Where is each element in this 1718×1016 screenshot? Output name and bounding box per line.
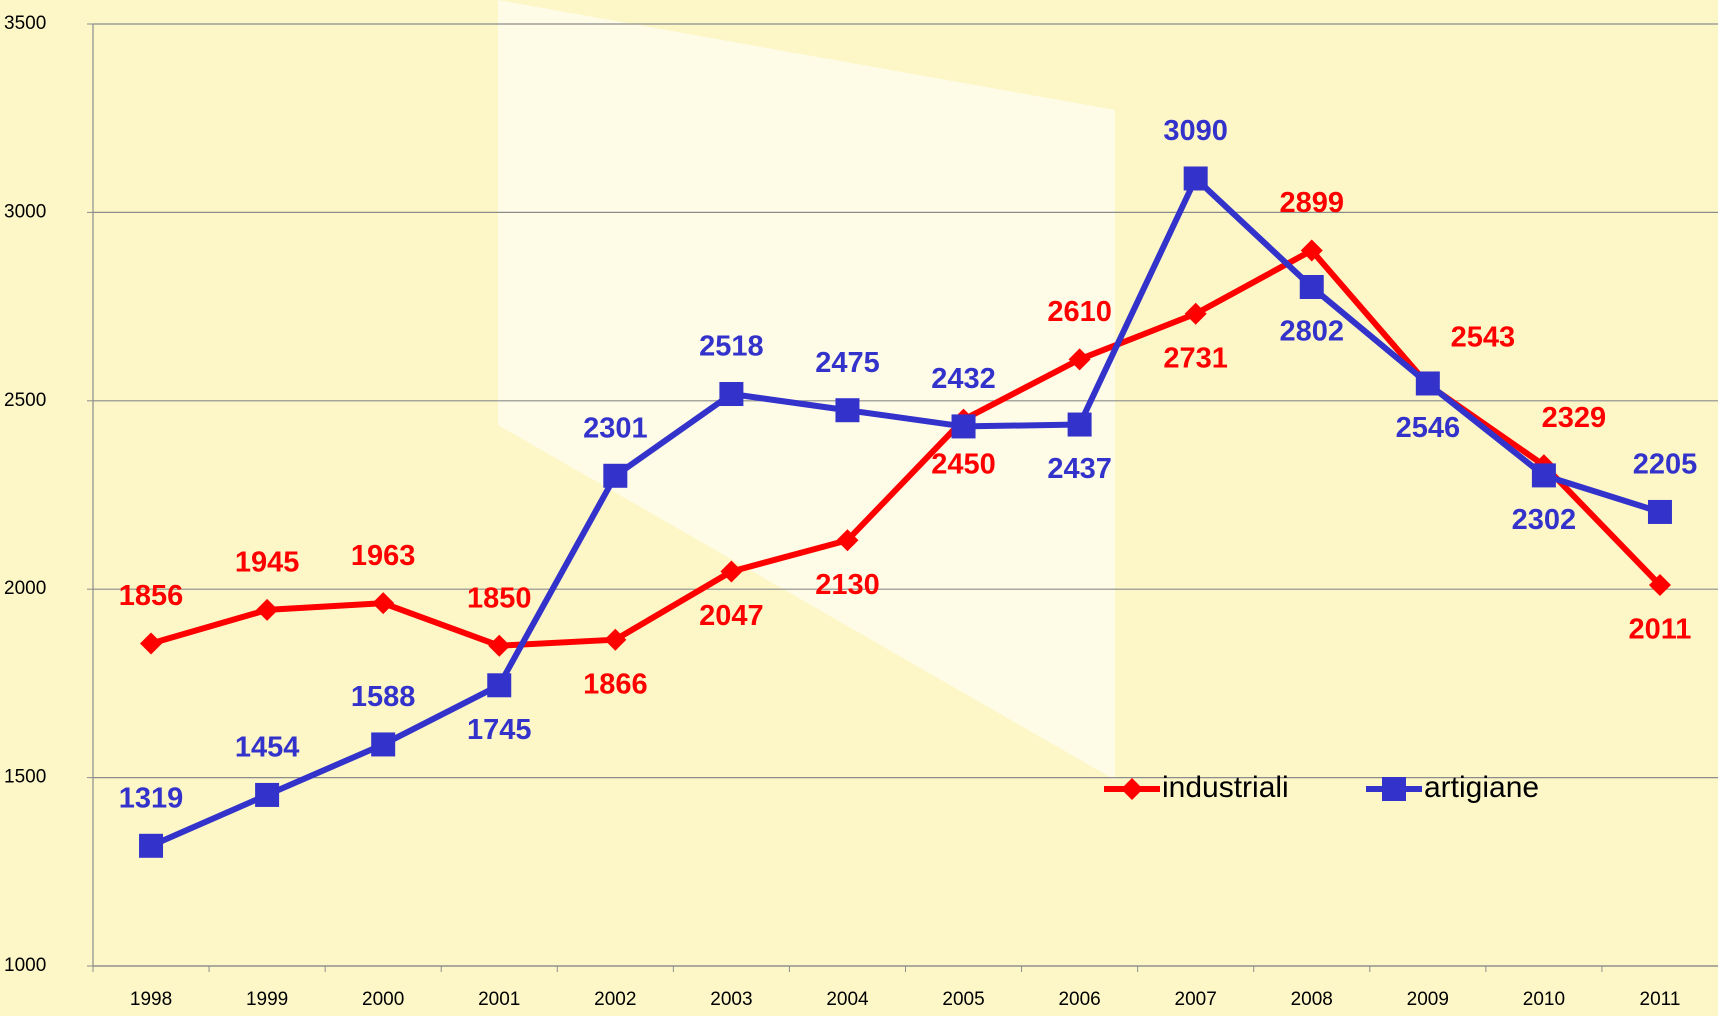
marker — [140, 632, 163, 655]
value-label: 2437 — [1047, 453, 1112, 485]
marker — [1647, 499, 1672, 524]
x-tick-label: 2000 — [362, 989, 404, 1010]
value-label: 2543 — [1451, 321, 1516, 353]
x-tick-label: 2011 — [1640, 989, 1681, 1010]
value-label: 1454 — [235, 732, 300, 764]
marker — [719, 382, 744, 407]
x-tick-label: 2006 — [1058, 989, 1100, 1010]
line — [149, 175, 1661, 849]
x-tick-label: 2002 — [594, 989, 636, 1010]
x-tick-label: 2005 — [942, 989, 984, 1010]
watermark-panel — [498, 0, 1115, 780]
legend-label: industriali — [1162, 771, 1289, 804]
marker — [1648, 574, 1671, 597]
x-tick-label: 2009 — [1407, 989, 1449, 1010]
marker — [139, 833, 164, 858]
value-label: 2546 — [1396, 412, 1461, 444]
legend-label: artigiane — [1424, 771, 1539, 804]
value-label: 2205 — [1633, 449, 1698, 481]
line — [150, 247, 1663, 649]
marker — [371, 732, 396, 757]
x-tick-label: 2003 — [710, 989, 752, 1010]
x-tick-label: 2007 — [1175, 989, 1217, 1010]
value-label: 1745 — [467, 714, 532, 746]
y-tick-label: 3500 — [4, 13, 46, 34]
marker — [1382, 777, 1406, 801]
value-label: 2899 — [1279, 187, 1344, 219]
y-tick-label: 2500 — [4, 390, 46, 411]
marker — [603, 463, 628, 488]
value-label: 2610 — [1047, 296, 1112, 328]
x-tick-label: 1998 — [130, 989, 172, 1010]
marker — [1183, 166, 1208, 191]
marker — [835, 398, 860, 423]
marker — [1415, 371, 1440, 396]
marker — [487, 673, 512, 698]
value-label: 2329 — [1542, 402, 1607, 434]
value-label: 3090 — [1163, 115, 1228, 147]
value-label: 2450 — [931, 448, 996, 480]
marker — [488, 634, 511, 657]
value-label: 2130 — [815, 569, 880, 601]
value-label: 2432 — [931, 363, 996, 395]
value-label: 2302 — [1512, 504, 1577, 536]
value-label: 2475 — [815, 347, 880, 379]
value-label: 1963 — [351, 540, 416, 572]
marker — [1300, 239, 1323, 262]
y-tick-label: 3000 — [4, 201, 46, 222]
value-label: 2802 — [1279, 316, 1344, 348]
value-label: 2518 — [699, 331, 764, 363]
y-tick-label: 1500 — [4, 767, 46, 788]
x-tick-label: 1999 — [246, 989, 288, 1010]
marker — [372, 592, 395, 615]
x-tick-label: 2001 — [478, 989, 520, 1010]
x-tick-label: 2008 — [1291, 989, 1333, 1010]
value-label: 2011 — [1629, 614, 1692, 646]
marker — [1184, 302, 1207, 325]
value-label: 1588 — [351, 681, 416, 713]
value-label: 1856 — [119, 580, 184, 612]
marker — [604, 628, 627, 651]
marker — [1531, 463, 1556, 488]
marker — [836, 529, 859, 552]
value-label: 2047 — [699, 600, 764, 632]
value-label: 2731 — [1163, 342, 1228, 374]
value-label: 1319 — [119, 782, 184, 814]
value-label: 2301 — [583, 412, 648, 444]
y-tick-label: 2000 — [4, 578, 46, 599]
value-label: 1945 — [235, 547, 300, 579]
x-tick-label: 2004 — [826, 989, 869, 1010]
value-label: 1850 — [467, 582, 532, 614]
marker — [1299, 275, 1324, 300]
marker — [951, 414, 976, 439]
marker — [720, 560, 743, 583]
marker — [256, 598, 279, 621]
marker — [1067, 412, 1092, 437]
marker — [1068, 348, 1091, 371]
x-tick-label: 2010 — [1523, 989, 1565, 1010]
marker — [1121, 778, 1143, 800]
y-tick-label: 1000 — [4, 955, 46, 976]
marker — [255, 782, 280, 807]
value-label: 1866 — [583, 668, 648, 700]
